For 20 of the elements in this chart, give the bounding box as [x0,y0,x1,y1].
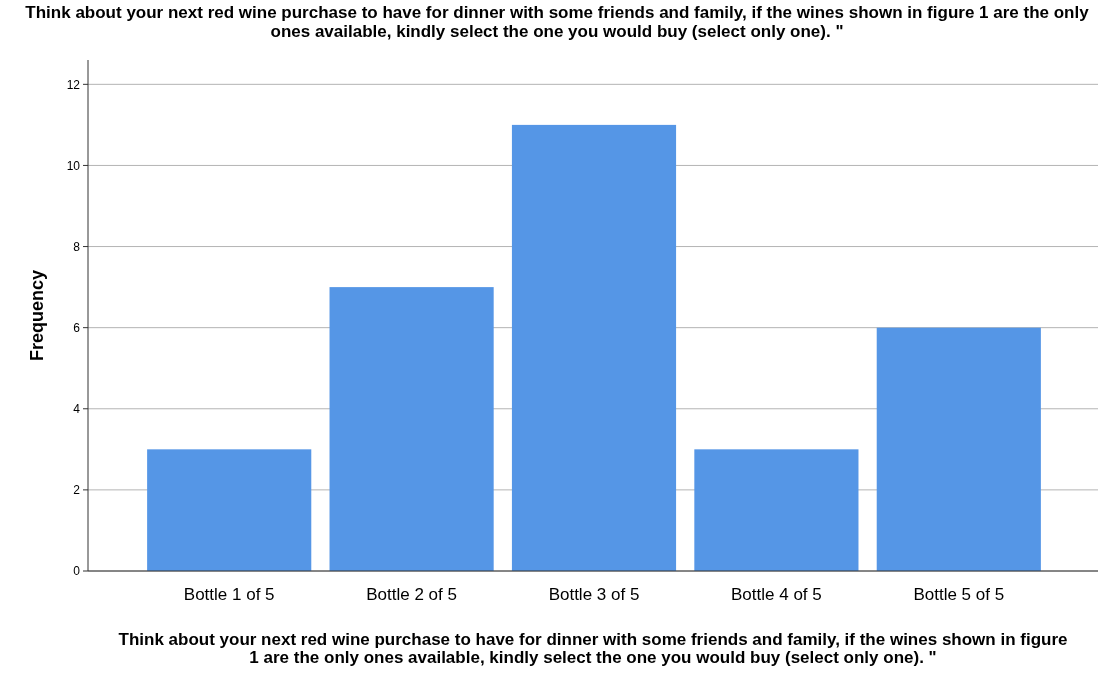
bar [694,449,859,571]
bar [329,287,494,571]
x-tick-label: Bottle 1 of 5 [183,585,275,604]
bar [511,124,677,571]
x-tick-label: Bottle 5 of 5 [913,585,1005,604]
chart-title: Think about your next red wine purchase to have for dinner with some friends and family, if the wines shown in figure 1 are the only ones available, kindly select the one you would buy (select only one). " [25,3,1090,41]
y-tick-label: 0 [73,564,81,579]
y-tick-label: 10 [66,158,81,173]
x-tick-label: Bottle 3 of 5 [548,585,640,604]
y-tick-label: 4 [73,401,81,416]
bar [147,449,312,571]
y-tick-label: 12 [66,77,81,92]
bar [876,327,1041,571]
y-tick-label: 8 [73,239,81,254]
y-tick-label: 2 [73,483,81,498]
y-axis-title: Frequency [27,269,47,362]
x-tick-label: Bottle 2 of 5 [366,585,457,604]
y-tick-label: 6 [73,320,81,335]
x-axis-title: Think about your next red wine purchase to have for dinner with some friends and family, if the wines shown in figure 1 are the only ones available, kindly select the one you would buy (select only one). " [118,630,1068,667]
x-tick-label: Bottle 4 of 5 [731,585,822,604]
